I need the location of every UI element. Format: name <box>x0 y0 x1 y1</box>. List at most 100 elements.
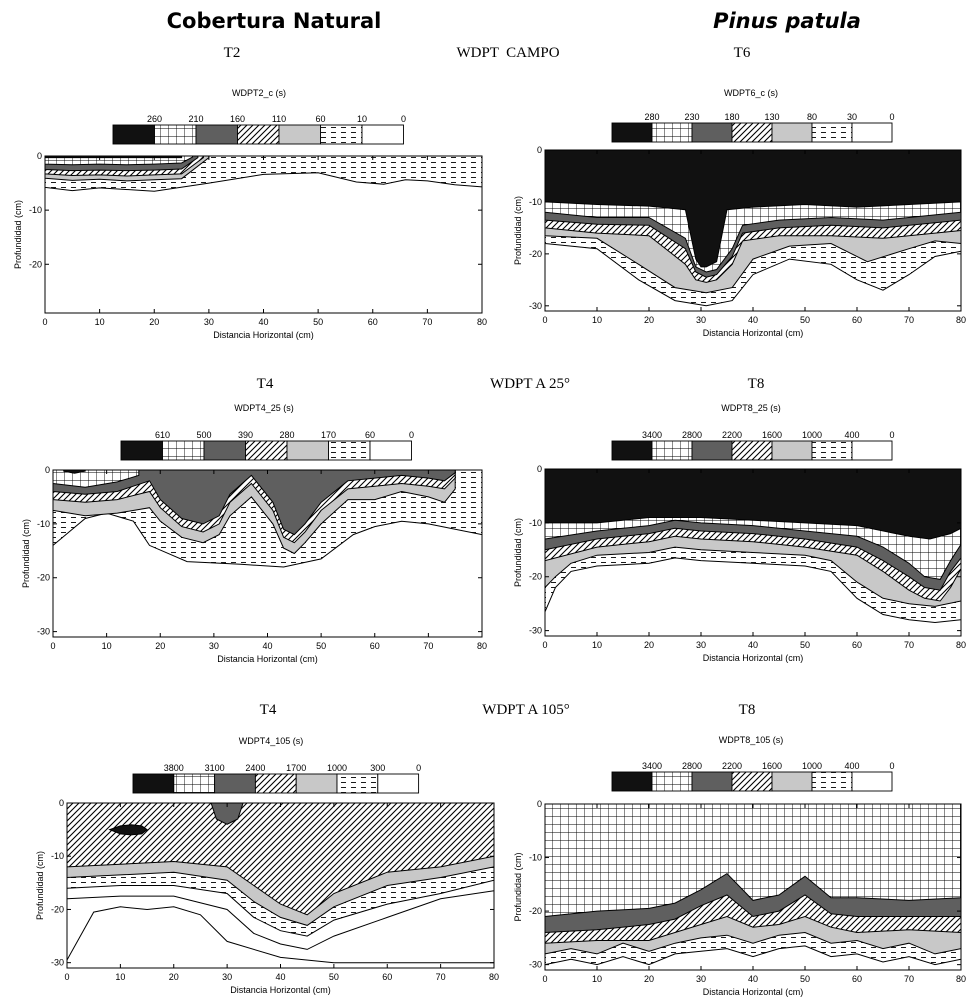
legend-swatch-6 <box>811 771 853 792</box>
legend-swatch-1 <box>611 771 653 792</box>
legend-level-label: 210 <box>188 114 203 124</box>
x-tick-label: 60 <box>852 640 862 650</box>
legend: 280 230 180 130 80 30 0 <box>611 112 895 143</box>
contour-panel-4: 0 10 20 30 40 50 60 70 80 0 -10 -20 -30 Distancia Hor… <box>513 403 966 663</box>
x-tick-label: 0 <box>50 641 55 651</box>
y-tick-label: 0 <box>45 465 50 475</box>
right-column-title: Pinus patula <box>713 9 861 33</box>
legend: 3400 2800 2200 1600 1000 400 0 <box>611 761 895 792</box>
row3-left-label: T4 <box>260 702 277 718</box>
y-tick-label: -20 <box>529 906 542 916</box>
y-tick-label: -30 <box>529 301 542 311</box>
legend-title: WDPT8_105 (s) <box>719 735 784 745</box>
plot-area <box>67 803 494 968</box>
x-tick-label: 60 <box>852 974 862 984</box>
row2-left-label: T4 <box>257 376 274 392</box>
legend-level-label: 610 <box>155 430 170 440</box>
x-tick-label: 10 <box>592 974 602 984</box>
row2-center-label: WDPT A 25° <box>490 376 570 392</box>
x-tick-label: 40 <box>748 640 758 650</box>
y-tick-label: -20 <box>529 249 542 259</box>
legend-level-label: 2400 <box>245 763 265 773</box>
x-axis-label: Distancia Horizontal (cm) <box>230 985 331 995</box>
x-tick-label: 50 <box>800 974 810 984</box>
legend-swatch-4 <box>731 440 773 461</box>
plot-area <box>45 156 482 313</box>
contour-panel-3: 0 10 20 30 40 50 60 70 80 0 -10 -20 -30 Distancia Hor… <box>21 403 487 664</box>
x-tick-label: 10 <box>592 315 602 325</box>
x-tick-label: 10 <box>592 640 602 650</box>
legend-level-label: 1600 <box>762 430 782 440</box>
row2-right-label: T8 <box>748 376 765 392</box>
x-tick-label: 80 <box>956 974 966 984</box>
contour-band-3 <box>53 470 456 536</box>
legend: 260 210 160 110 60 10 0 <box>112 114 406 145</box>
legend-swatch-2 <box>651 440 693 461</box>
y-axis-label: Profundidad (cm) <box>13 200 23 269</box>
x-tick-label: 80 <box>489 972 499 982</box>
x-tick-label: 20 <box>169 972 179 982</box>
x-tick-label: 10 <box>115 972 125 982</box>
legend-swatch-5 <box>295 773 338 794</box>
legend-swatch-5 <box>278 124 321 145</box>
plot-area <box>545 150 961 311</box>
y-tick-label: 0 <box>537 145 542 155</box>
legend-level-label: 390 <box>238 430 253 440</box>
legend-level-label: 0 <box>416 763 421 773</box>
y-tick-label: -20 <box>51 904 64 914</box>
legend-level-label: 0 <box>889 112 894 122</box>
y-tick-label: 0 <box>537 464 542 474</box>
legend-level-label: 80 <box>807 112 817 122</box>
legend-level-label: 300 <box>370 763 385 773</box>
legend-swatch-7 <box>377 773 420 794</box>
legend-swatch-5 <box>771 122 813 143</box>
legend-level-label: 2200 <box>722 761 742 771</box>
x-tick-label: 0 <box>64 972 69 982</box>
x-tick-label: 0 <box>42 317 47 327</box>
legend-level-label: 1700 <box>286 763 306 773</box>
x-tick-label: 70 <box>423 641 433 651</box>
y-tick-label: -20 <box>529 572 542 582</box>
y-tick-label: -20 <box>37 573 50 583</box>
x-tick-label: 40 <box>748 974 758 984</box>
row3-right-label: T8 <box>739 702 756 718</box>
legend-level-label: 400 <box>844 430 859 440</box>
x-tick-label: 50 <box>800 640 810 650</box>
y-axis-label: Profundidad (cm) <box>21 519 31 588</box>
legend-swatch-3 <box>195 124 238 145</box>
legend-level-label: 180 <box>724 112 739 122</box>
legend-swatch-1 <box>611 122 653 143</box>
y-tick-label: -10 <box>51 851 64 861</box>
row1-right-label: T6 <box>734 45 751 61</box>
legend-swatch-4 <box>731 122 773 143</box>
x-tick-label: 20 <box>155 641 165 651</box>
legend: 3400 2800 2200 1600 1000 400 0 <box>611 430 895 461</box>
legend-swatch-6 <box>320 124 363 145</box>
legend-level-label: 3400 <box>642 761 662 771</box>
y-tick-label: -30 <box>529 960 542 970</box>
legend-level-label: 3100 <box>205 763 225 773</box>
x-tick-label: 70 <box>904 315 914 325</box>
row1-left-label: T2 <box>224 45 241 61</box>
legend-swatch-3 <box>691 122 733 143</box>
left-column-title: Cobertura Natural <box>167 9 382 33</box>
legend-swatch-3 <box>691 771 733 792</box>
y-tick-label: 0 <box>537 799 542 809</box>
contour-panel-2: 0 10 20 30 40 50 60 70 80 0 -10 -20 -30 Distancia Hor… <box>513 88 966 338</box>
y-axis-label: Profundidad (cm) <box>35 851 45 920</box>
x-axis-label: Distancia Horizontal (cm) <box>703 328 804 338</box>
x-tick-label: 70 <box>904 640 914 650</box>
y-tick-label: 0 <box>59 798 64 808</box>
legend-swatch-2 <box>173 773 216 794</box>
legend-level-label: 30 <box>847 112 857 122</box>
legend-level-label: 60 <box>365 430 375 440</box>
y-tick-label: -10 <box>529 197 542 207</box>
legend-swatch-3 <box>691 440 733 461</box>
legend-level-label: 230 <box>684 112 699 122</box>
y-tick-label: -10 <box>29 205 42 215</box>
x-tick-label: 60 <box>368 317 378 327</box>
x-tick-label: 20 <box>644 315 654 325</box>
legend-level-label: 1000 <box>327 763 347 773</box>
x-tick-label: 70 <box>422 317 432 327</box>
